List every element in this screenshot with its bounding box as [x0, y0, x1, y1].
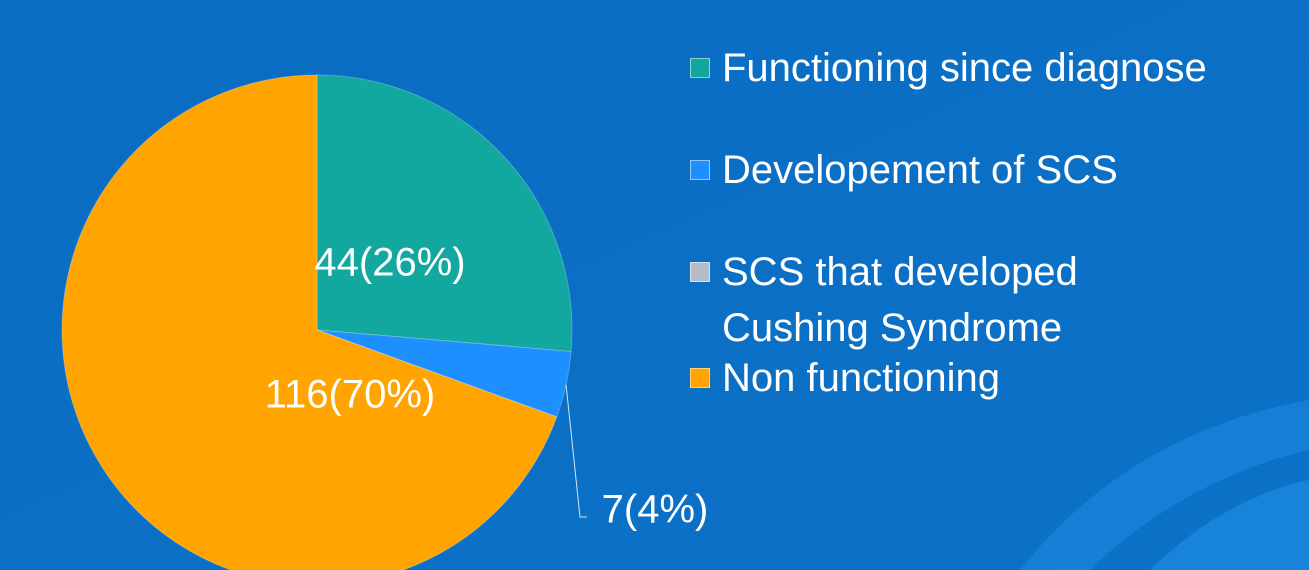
data-label: 116(70%) [265, 373, 435, 417]
legend-swatch [690, 160, 710, 180]
legend-swatch [690, 262, 710, 282]
legend-item: Developement of SCS [690, 142, 1290, 198]
legend-label: SCS that developed Cushing Syndrome [722, 250, 1078, 350]
decor-wave [1020, 400, 1309, 570]
pie [61, 74, 573, 570]
legend-swatch [690, 368, 710, 388]
legend-item: Functioning since diagnose [690, 40, 1290, 96]
legend-item: SCS that developed Cushing Syndrome [690, 244, 1130, 356]
legend-item: Non functioning [690, 350, 1290, 406]
legend-label: Developement of SCS [722, 148, 1118, 192]
data-label: 7(4%) [602, 488, 709, 532]
legend-label: Non functioning [722, 356, 1000, 400]
data-label: 44(26%) [314, 241, 465, 285]
decor-wave [1150, 480, 1309, 570]
legend-label: Functioning since diagnose [722, 46, 1207, 90]
pie-slice [61, 74, 558, 570]
legend-swatch [690, 58, 710, 78]
pie-slice [316, 74, 573, 353]
leader-line [565, 384, 587, 518]
